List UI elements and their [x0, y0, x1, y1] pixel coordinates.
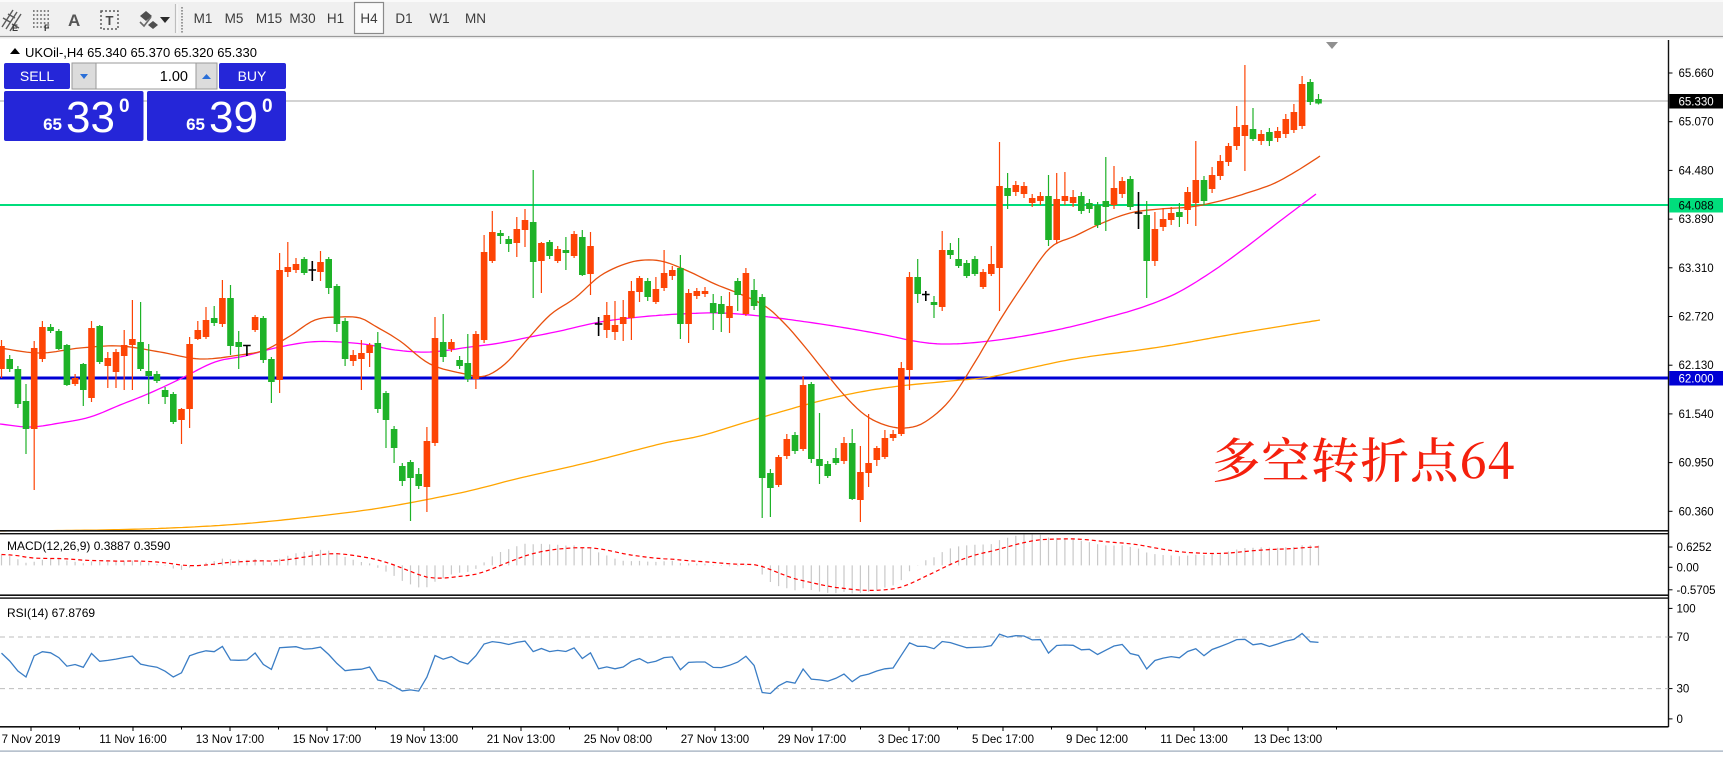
- svg-text:33: 33: [66, 93, 115, 142]
- svg-text:19 Nov 13:00: 19 Nov 13:00: [390, 734, 458, 746]
- svg-text:F: F: [44, 23, 50, 33]
- svg-text:11 Dec 13:00: 11 Dec 13:00: [1160, 734, 1228, 746]
- svg-text:65.660: 65.660: [1679, 68, 1714, 80]
- svg-text:21 Nov 13:00: 21 Nov 13:00: [487, 734, 555, 746]
- svg-text:62.000: 62.000: [1679, 374, 1714, 386]
- svg-text:29 Nov 17:00: 29 Nov 17:00: [778, 734, 846, 746]
- svg-text:70: 70: [1677, 632, 1690, 644]
- svg-text:-0.5705: -0.5705: [1677, 585, 1716, 597]
- svg-text:H1: H1: [327, 11, 344, 26]
- svg-text:0: 0: [119, 96, 130, 117]
- svg-text:13 Nov 17:00: 13 Nov 17:00: [196, 734, 264, 746]
- svg-text:9 Dec 12:00: 9 Dec 12:00: [1066, 734, 1128, 746]
- svg-text:MACD(12,26,9) 0.3887 0.3590: MACD(12,26,9) 0.3887 0.3590: [7, 539, 171, 553]
- svg-text:MN: MN: [465, 11, 486, 26]
- svg-text:30: 30: [1677, 684, 1690, 696]
- svg-text:M15: M15: [256, 11, 282, 26]
- svg-text:63.890: 63.890: [1679, 214, 1714, 226]
- svg-text:SELL: SELL: [20, 68, 54, 84]
- svg-text:1.00: 1.00: [160, 69, 188, 85]
- svg-text:0.6252: 0.6252: [1677, 542, 1712, 554]
- svg-text:64.088: 64.088: [1679, 201, 1714, 213]
- svg-text:E: E: [12, 23, 18, 33]
- svg-text:100: 100: [1677, 603, 1696, 615]
- svg-text:63.310: 63.310: [1679, 263, 1714, 275]
- svg-text:0.00: 0.00: [1677, 562, 1699, 574]
- svg-text:25 Nov 08:00: 25 Nov 08:00: [584, 734, 652, 746]
- svg-text:5 Dec 17:00: 5 Dec 17:00: [972, 734, 1034, 746]
- svg-text:65.330: 65.330: [1679, 97, 1714, 109]
- svg-text:15 Nov 17:00: 15 Nov 17:00: [293, 734, 361, 746]
- svg-text:27 Nov 13:00: 27 Nov 13:00: [681, 734, 749, 746]
- svg-text:7 Nov 2019: 7 Nov 2019: [2, 734, 61, 746]
- svg-text:60.950: 60.950: [1679, 458, 1714, 470]
- svg-text:0: 0: [262, 96, 273, 117]
- svg-text:T: T: [106, 13, 114, 28]
- svg-text:M5: M5: [225, 11, 244, 26]
- svg-text:BUY: BUY: [238, 68, 267, 84]
- svg-text:62.130: 62.130: [1679, 360, 1714, 372]
- svg-text:UKOil-,H4 65.340 65.370 65.32: UKOil-,H4 65.340 65.370 65.320 65.330: [25, 45, 257, 60]
- svg-text:11 Nov 16:00: 11 Nov 16:00: [99, 734, 167, 746]
- svg-text:39: 39: [209, 93, 258, 142]
- svg-text:RSI(14) 67.8769: RSI(14) 67.8769: [7, 606, 95, 620]
- svg-text:3 Dec 17:00: 3 Dec 17:00: [878, 734, 940, 746]
- svg-text:M30: M30: [289, 11, 315, 26]
- svg-text:62.720: 62.720: [1679, 312, 1714, 324]
- svg-text:65: 65: [186, 115, 205, 134]
- svg-text:D1: D1: [395, 11, 412, 26]
- svg-text:H4: H4: [360, 11, 378, 26]
- svg-text:60.360: 60.360: [1679, 506, 1714, 518]
- svg-text:A: A: [68, 11, 80, 30]
- svg-text:M1: M1: [194, 11, 213, 26]
- svg-text:0: 0: [1677, 714, 1683, 726]
- svg-text:61.540: 61.540: [1679, 409, 1714, 421]
- svg-text:65.070: 65.070: [1679, 117, 1714, 129]
- svg-text:13 Dec 13:00: 13 Dec 13:00: [1254, 734, 1322, 746]
- svg-text:64.480: 64.480: [1679, 165, 1714, 177]
- svg-text:65: 65: [43, 115, 62, 134]
- svg-text:W1: W1: [429, 11, 449, 26]
